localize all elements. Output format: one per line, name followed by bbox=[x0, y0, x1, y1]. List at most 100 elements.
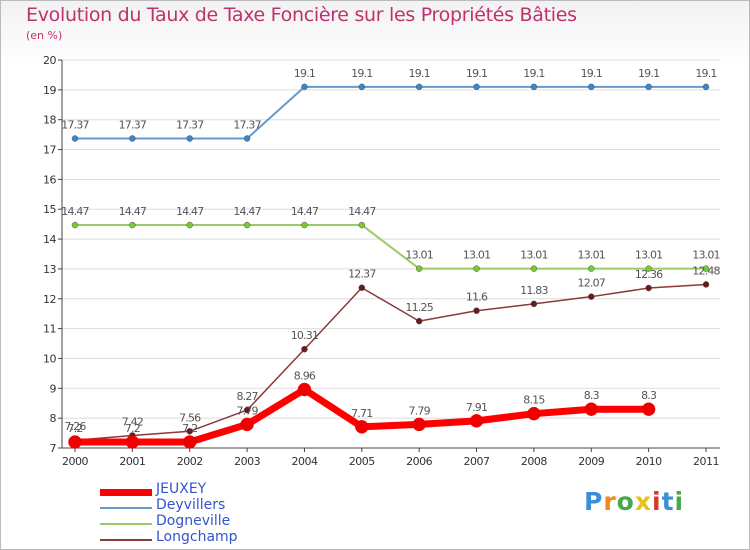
data-point-deyvillers bbox=[530, 83, 538, 91]
data-label-deyvillers: 19.1 bbox=[466, 67, 487, 80]
data-label-deyvillers: 19.1 bbox=[638, 67, 659, 80]
data-label-deyvillers: 19.1 bbox=[351, 67, 372, 80]
data-label-dogneville: 13.01 bbox=[463, 249, 491, 262]
y-tick-label: 8 bbox=[50, 412, 57, 425]
data-point-jeuxey bbox=[297, 382, 312, 397]
y-tick-label: 7 bbox=[50, 442, 57, 455]
logo-letter: o bbox=[616, 487, 635, 516]
x-tick-label: 2008 bbox=[521, 455, 547, 468]
legend-swatch bbox=[100, 539, 152, 541]
x-tick-label: 2011 bbox=[693, 455, 719, 468]
y-unit-label: (en %) bbox=[26, 29, 63, 42]
legend-label: Deyvillers bbox=[156, 497, 226, 513]
data-label-deyvillers: 17.37 bbox=[233, 118, 261, 131]
data-label-jeuxey: 8.15 bbox=[523, 394, 545, 407]
legend-label: JEUXEY bbox=[156, 481, 207, 497]
data-label-deyvillers: 17.37 bbox=[61, 118, 89, 131]
y-tick-label: 12 bbox=[43, 293, 56, 306]
legend-label: Longchamp bbox=[156, 529, 238, 545]
x-tick-label: 2005 bbox=[349, 455, 375, 468]
series-line-deyvillers bbox=[74, 85, 707, 140]
data-label-deyvillers: 19.1 bbox=[581, 67, 602, 80]
data-point-longchamp bbox=[645, 284, 652, 292]
data-point-deyvillers bbox=[243, 135, 251, 142]
data-point-jeuxey bbox=[240, 417, 254, 432]
legend-swatch bbox=[100, 488, 152, 496]
data-label-longchamp: 12.36 bbox=[635, 268, 663, 281]
series-line-dogneville bbox=[74, 224, 707, 270]
data-point-deyvillers bbox=[301, 83, 308, 91]
data-label-longchamp: 11.83 bbox=[520, 284, 548, 297]
x-tick-label: 2006 bbox=[406, 455, 432, 468]
data-point-longchamp bbox=[588, 293, 595, 300]
data-point-deyvillers bbox=[702, 83, 710, 91]
data-point-dogneville bbox=[186, 221, 193, 229]
data-point-deyvillers bbox=[71, 135, 79, 142]
data-label-dogneville: 14.47 bbox=[291, 205, 319, 218]
data-label-jeuxey: 7.79 bbox=[236, 404, 258, 417]
x-tick-label: 2004 bbox=[291, 455, 317, 468]
logo-letter: i bbox=[652, 487, 662, 516]
data-point-deyvillers bbox=[186, 135, 193, 142]
x-tick-label: 2000 bbox=[62, 455, 88, 468]
data-point-longchamp bbox=[702, 281, 710, 288]
data-point-longchamp bbox=[473, 307, 480, 314]
data-point-longchamp bbox=[530, 300, 538, 308]
data-point-deyvillers bbox=[588, 83, 595, 91]
data-point-longchamp bbox=[186, 428, 193, 435]
y-tick-label: 17 bbox=[43, 144, 56, 157]
data-label-longchamp: 11.25 bbox=[405, 301, 433, 314]
data-point-jeuxey bbox=[182, 435, 197, 449]
data-point-longchamp bbox=[358, 284, 366, 291]
logo-letter: r bbox=[603, 487, 617, 516]
data-label-dogneville: 14.47 bbox=[233, 205, 261, 218]
logo-letter: t bbox=[661, 487, 675, 516]
data-label-jeuxey: 8.3 bbox=[584, 389, 600, 402]
logo-letter: x bbox=[634, 487, 652, 516]
y-tick-label: 20 bbox=[43, 54, 56, 67]
data-point-dogneville bbox=[645, 265, 652, 272]
data-label-deyvillers: 19.1 bbox=[695, 67, 716, 80]
x-tick-label: 2007 bbox=[464, 455, 490, 468]
y-tick-label: 9 bbox=[50, 382, 57, 395]
data-point-jeuxey bbox=[125, 435, 140, 449]
chart-title: Evolution du Taux de Taxe Foncière sur l… bbox=[26, 4, 577, 26]
data-label-dogneville: 14.47 bbox=[119, 205, 147, 218]
data-point-jeuxey bbox=[584, 402, 599, 416]
legend-label: Dogneville bbox=[156, 513, 231, 529]
data-label-longchamp: 12.07 bbox=[578, 277, 606, 290]
data-point-jeuxey bbox=[355, 420, 369, 434]
x-tick-label: 2009 bbox=[578, 455, 604, 468]
y-tick-label: 19 bbox=[43, 84, 56, 97]
data-label-dogneville: 13.01 bbox=[520, 249, 548, 262]
data-label-jeuxey: 7.2 bbox=[125, 422, 140, 435]
data-point-longchamp bbox=[243, 406, 251, 414]
x-tick-label: 2003 bbox=[234, 455, 260, 468]
data-point-deyvillers bbox=[645, 83, 652, 91]
y-tick-label: 10 bbox=[43, 352, 56, 365]
data-label-dogneville: 14.47 bbox=[61, 205, 89, 218]
data-label-longchamp: 12.48 bbox=[692, 264, 720, 277]
data-label-deyvillers: 17.37 bbox=[119, 118, 147, 131]
data-label-jeuxey: 7.91 bbox=[466, 401, 487, 414]
data-point-deyvillers bbox=[129, 135, 136, 142]
y-tick-label: 15 bbox=[43, 203, 56, 216]
data-point-deyvillers bbox=[415, 83, 423, 91]
data-label-jeuxey: 7.71 bbox=[351, 407, 372, 420]
data-point-dogneville bbox=[415, 265, 423, 272]
chart-plot: 7 8 9 10 11 12 13 14 15 16 17 18 19 20 2000 2001 2002 200… bbox=[43, 54, 721, 468]
y-tick-label: 11 bbox=[43, 323, 56, 336]
data-point-longchamp bbox=[415, 317, 423, 325]
data-label-deyvillers: 19.1 bbox=[294, 67, 315, 80]
x-tick-label: 2002 bbox=[177, 455, 203, 468]
x-tick-label: 2010 bbox=[636, 455, 662, 468]
data-label-jeuxey: 8.96 bbox=[294, 370, 316, 383]
data-label-longchamp: 7.42 bbox=[122, 415, 143, 428]
data-point-jeuxey bbox=[469, 414, 484, 428]
data-label-longchamp: 8.27 bbox=[236, 390, 258, 403]
data-label-jeuxey: 8.3 bbox=[641, 389, 657, 402]
data-point-deyvillers bbox=[473, 83, 480, 91]
data-point-dogneville bbox=[473, 265, 480, 272]
data-label-dogneville: 13.01 bbox=[635, 249, 663, 262]
